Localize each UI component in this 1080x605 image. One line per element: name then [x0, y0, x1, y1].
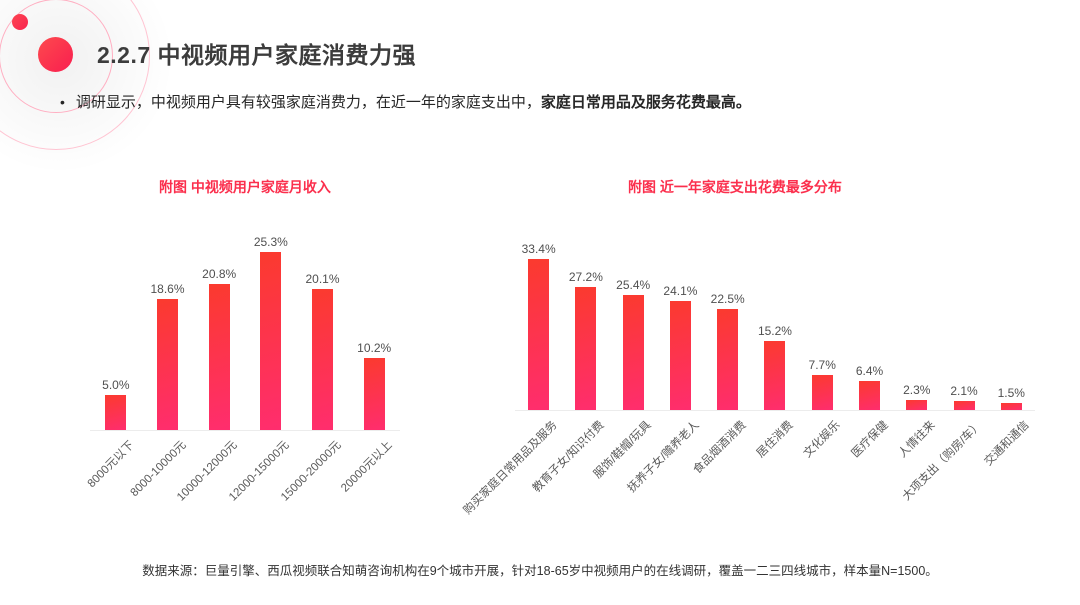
- x-tick-label: 医疗保健: [849, 419, 891, 461]
- bar: [312, 288, 334, 430]
- bar-column: 1.5%: [988, 386, 1035, 410]
- bar-value-label: 33.4%: [521, 242, 556, 257]
- bar-column: 20.1%: [297, 272, 349, 430]
- bar-column: 2.1%: [940, 383, 987, 410]
- chart-x-axis-labels: 购买家庭日常用品及服务 教育子女/知识付费 服饰/鞋帽/玩具 抚养子女/赡养老人 食品烟…: [461, 411, 1045, 539]
- bar-value-label: 6.4%: [855, 364, 884, 379]
- decorative-dot-large: [38, 37, 73, 72]
- page-title: 2.2.7 中视频用户家庭消费力强: [97, 42, 417, 68]
- bar: [906, 399, 928, 410]
- bar-column: 24.1%: [657, 284, 704, 410]
- bar: [105, 394, 127, 430]
- x-tick-label: 大项支出（购房/车）: [900, 419, 985, 504]
- bar: [622, 295, 644, 410]
- bar-column: 7.7%: [799, 358, 846, 410]
- bar-value-label: 20.8%: [202, 266, 237, 281]
- decorative-dot-small: [12, 14, 28, 30]
- chart-x-axis-labels: 8000元以下 8000-10000元 10000-12000元 12000-1500…: [70, 431, 420, 523]
- bar-value-label: 18.6%: [150, 282, 185, 297]
- bar: [363, 358, 385, 430]
- chart-spending-distribution: 附图 近一年家庭支出花费最多分布 33.4% 27.2% 25.4% 24.1% 22.…: [461, 178, 1045, 539]
- chart-title-spending-distribution: 附图 近一年家庭支出花费最多分布: [628, 179, 842, 195]
- bar: [1000, 403, 1022, 410]
- bar-column: 27.2%: [562, 270, 609, 410]
- bar-column: 22.5%: [704, 291, 751, 410]
- bar-value-label: 22.5%: [710, 291, 745, 306]
- bar-value-label: 5.0%: [102, 377, 130, 392]
- x-tick-label: 20000元以上: [339, 439, 395, 495]
- x-tick-label: 文化娱乐: [801, 419, 843, 461]
- bar: [953, 400, 975, 410]
- bar-value-label: 24.1%: [663, 284, 698, 299]
- bullet-text-normal: 调研显示，中视频用户具有较强家庭消费力，在近一年的家庭支出中，: [75, 94, 541, 111]
- bar-value-label: 27.2%: [568, 270, 603, 285]
- bar-value-label: 10.2%: [357, 341, 392, 356]
- x-tick-label: 交通和通信: [982, 419, 1032, 469]
- bar: [157, 299, 178, 430]
- bar-value-label: 7.7%: [808, 358, 836, 373]
- decorative-ring-inner: [0, 0, 113, 113]
- bar: [858, 381, 880, 410]
- bar-column: 25.4%: [610, 278, 657, 410]
- bar: [575, 287, 597, 410]
- chart-plot-area: 33.4% 27.2% 25.4% 24.1% 22.5% 15.2% 7.7% 6.4% 2.…: [515, 198, 1035, 411]
- bar: [208, 283, 230, 430]
- bar-value-label: 20.1%: [305, 271, 340, 286]
- chart-title-monthly-income: 附图 中视频用户家庭月收入: [159, 179, 331, 195]
- bullet-marker: •: [60, 94, 65, 110]
- bar-value-label: 2.1%: [950, 383, 978, 398]
- bullet-point: • 调研显示，中视频用户具有较强家庭消费力，在近一年的家庭支出中，家庭日常用品及…: [60, 92, 1040, 113]
- bar-column: 6.4%: [846, 364, 893, 410]
- bar: [260, 252, 282, 430]
- bar-column: 10.2%: [348, 341, 400, 430]
- bar-value-label: 15.2%: [757, 324, 792, 339]
- bar: [717, 308, 739, 410]
- bar-value-label: 25.4%: [616, 278, 651, 293]
- x-tick-label: 人情往来: [896, 419, 938, 461]
- bullet-text-bold: 家庭日常用品及服务花费最高。: [540, 94, 751, 111]
- bar-column: 18.6%: [142, 282, 194, 430]
- chart-monthly-income: 附图 中视频用户家庭月收入 5.0% 18.6% 20.8% 25.3% 20.1% 10…: [70, 178, 420, 523]
- bar-column: 15.2%: [751, 324, 798, 410]
- bar: [528, 259, 550, 410]
- bar: [669, 301, 691, 410]
- data-source-note: 数据来源：巨量引擎、西瓜视频联合知萌咨询机构在9个城市开展，针对18-65岁中视…: [142, 564, 938, 578]
- bar-column: 5.0%: [90, 378, 142, 430]
- bar: [764, 341, 786, 410]
- bar-column: 20.8%: [193, 267, 245, 430]
- bar-value-label: 2.3%: [903, 382, 931, 397]
- x-tick-label: 8000元以下: [85, 439, 137, 491]
- bar: [811, 375, 833, 410]
- bar-value-label: 25.3%: [253, 235, 288, 250]
- bar-column: 33.4%: [515, 242, 562, 410]
- bar-value-label: 1.5%: [997, 386, 1025, 401]
- chart-plot-area: 5.0% 18.6% 20.8% 25.3% 20.1% 10.2%: [90, 198, 400, 431]
- bullet-text: 调研显示，中视频用户具有较强家庭消费力，在近一年的家庭支出中，家庭日常用品及服务…: [76, 92, 751, 113]
- bar-column: 25.3%: [245, 235, 297, 430]
- x-tick-label: 居住消费: [754, 419, 796, 461]
- bar-column: 2.3%: [893, 383, 940, 410]
